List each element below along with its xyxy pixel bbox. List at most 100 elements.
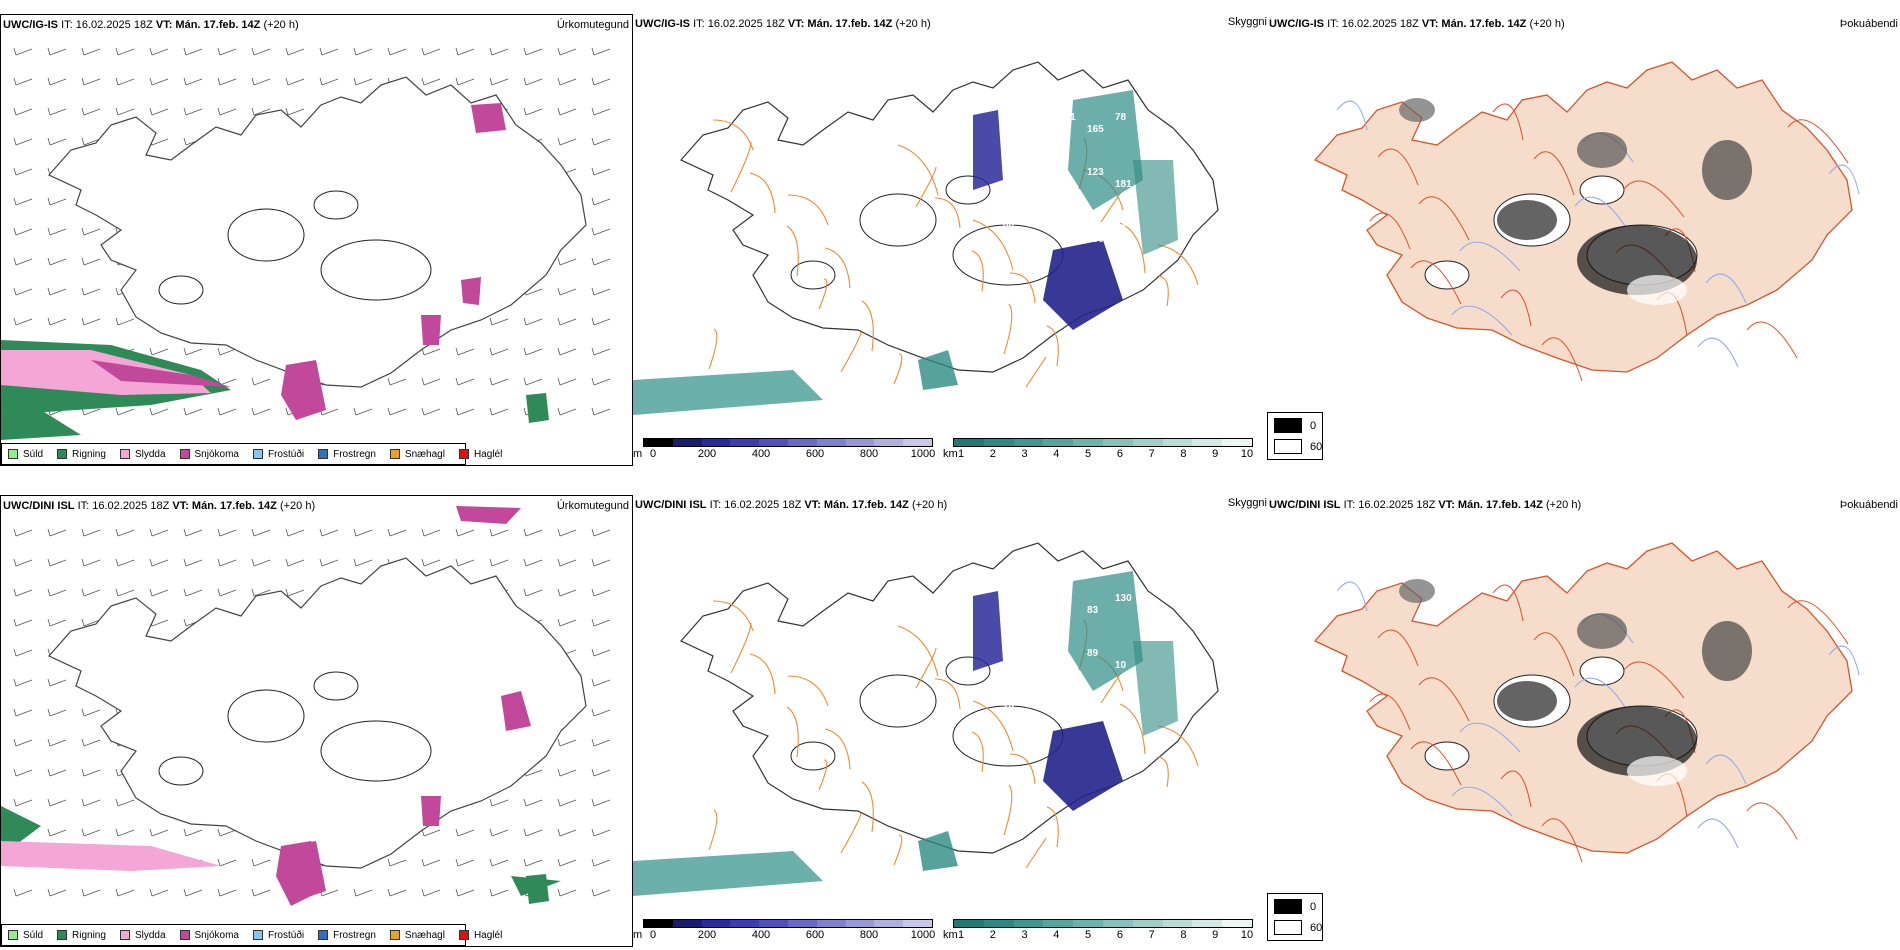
fog-indicator-shading — [1497, 681, 1557, 721]
glacier-outline — [1424, 741, 1470, 771]
road-line — [1046, 806, 1059, 848]
wind-barb — [149, 407, 169, 416]
ceiling-value-label: 90 — [1003, 222, 1015, 233]
panel-header: UWC/DINI ISL IT: 16.02.2025 18Z VT: Mán.… — [635, 499, 948, 511]
glacier-outline — [1424, 260, 1470, 290]
wind-barb — [387, 888, 407, 897]
road-line — [1025, 837, 1047, 869]
wind-barb — [149, 588, 169, 597]
panel-title: Skyggni — [1227, 497, 1267, 509]
wind-barb — [47, 107, 67, 116]
ceiling-value-label: 83 — [1087, 605, 1099, 616]
wind-barb — [13, 47, 33, 56]
wind-barb — [217, 347, 237, 356]
wind-barb — [183, 77, 203, 86]
fog-legend: 0 60 — [1267, 412, 1323, 460]
wind-barb — [183, 828, 203, 837]
glacier-outline — [313, 190, 359, 220]
ceiling-value-label: 10 — [1115, 660, 1127, 671]
wind-barb — [13, 558, 33, 567]
wind-barb — [523, 798, 543, 807]
wind-barb — [115, 407, 135, 416]
wind-barb — [183, 407, 203, 416]
road-line — [730, 141, 752, 193]
wind-barb — [183, 47, 203, 56]
colorbar-tick: 8 — [1180, 448, 1187, 460]
wind-barb — [183, 888, 203, 897]
iceland-landmass — [48, 557, 587, 869]
colorbar-tick: 2 — [989, 448, 996, 460]
legend-label: Snæhagl — [404, 448, 445, 460]
colorbar-tick: 800 — [859, 929, 879, 941]
road-line — [861, 781, 874, 833]
wind-barb — [115, 828, 135, 837]
legend-item: Snjókoma — [179, 930, 239, 941]
road-line — [1377, 148, 1419, 186]
wind-barb — [13, 618, 33, 627]
wind-barb — [455, 528, 475, 537]
glacier-outline — [1579, 175, 1625, 205]
road-line — [1533, 151, 1575, 196]
legend-label: Snjókoma — [194, 448, 239, 460]
wind-barb — [251, 888, 271, 897]
legend-swatch — [119, 930, 130, 940]
colorbar-tick: 4 — [1053, 929, 1060, 941]
road-line — [787, 194, 829, 226]
road-line — [818, 759, 828, 791]
wind-barb — [81, 47, 101, 56]
legend-item: Snæhagl — [389, 930, 445, 941]
wind-barb — [421, 407, 441, 416]
precip-area-rain — [526, 393, 549, 423]
wind-barb — [489, 858, 509, 867]
colorbar-tick: 1000 — [910, 929, 936, 941]
wind-barb — [353, 47, 373, 56]
river-line — [1574, 677, 1626, 708]
wind-barb — [489, 798, 509, 807]
wind-barb — [523, 47, 543, 56]
legend-label: Rigning — [72, 929, 106, 941]
wind-barb — [523, 528, 543, 537]
legend-swatch — [8, 930, 18, 940]
legend-label: Súld — [23, 929, 44, 941]
legend-label: Frostúði — [267, 448, 305, 460]
wind-barb — [115, 47, 135, 56]
road-line — [971, 250, 984, 292]
wind-barb — [523, 588, 543, 597]
wind-barb — [591, 317, 611, 326]
wind-barb — [81, 287, 101, 296]
glacier-outline — [158, 275, 204, 305]
wind-barb — [285, 558, 305, 567]
road-line — [1156, 756, 1169, 788]
legend-item: Haglél — [458, 930, 502, 941]
wind-barb — [285, 107, 305, 116]
ceiling-value-label: 75 — [1031, 715, 1043, 726]
fog-legend-low: 0 — [1310, 900, 1317, 913]
wind-barb — [455, 77, 475, 86]
wind-barb — [591, 798, 611, 807]
colorbar-tick: 10 — [1240, 929, 1254, 941]
wind-barb — [557, 257, 577, 266]
wind-barb — [47, 798, 67, 807]
legend-item: Rigning — [57, 449, 106, 460]
colorbar-tick: 200 — [697, 448, 717, 460]
ceiling-value-label: 63 — [1003, 593, 1015, 604]
reduced-visibility-area — [633, 851, 823, 896]
road-line — [893, 353, 903, 385]
ceiling-value-label: 78 — [1115, 112, 1127, 123]
fog-indicator-shading — [1577, 132, 1627, 168]
wind-barb — [13, 528, 33, 537]
wind-barb — [353, 528, 373, 537]
fog-legend-high: 60 — [1310, 921, 1323, 934]
legend-item: Frostregn — [318, 449, 376, 460]
river-line — [1459, 722, 1521, 753]
road-line — [1156, 275, 1169, 307]
wind-barb — [591, 347, 611, 356]
wind-barb — [81, 137, 101, 146]
wind-barb — [557, 618, 577, 627]
panel-title: Skyggni — [1227, 16, 1267, 28]
wind-barb — [319, 77, 339, 86]
wind-barb — [81, 107, 101, 116]
river-line — [1574, 196, 1626, 227]
wind-barb — [591, 167, 611, 176]
legend-swatch — [318, 930, 329, 940]
